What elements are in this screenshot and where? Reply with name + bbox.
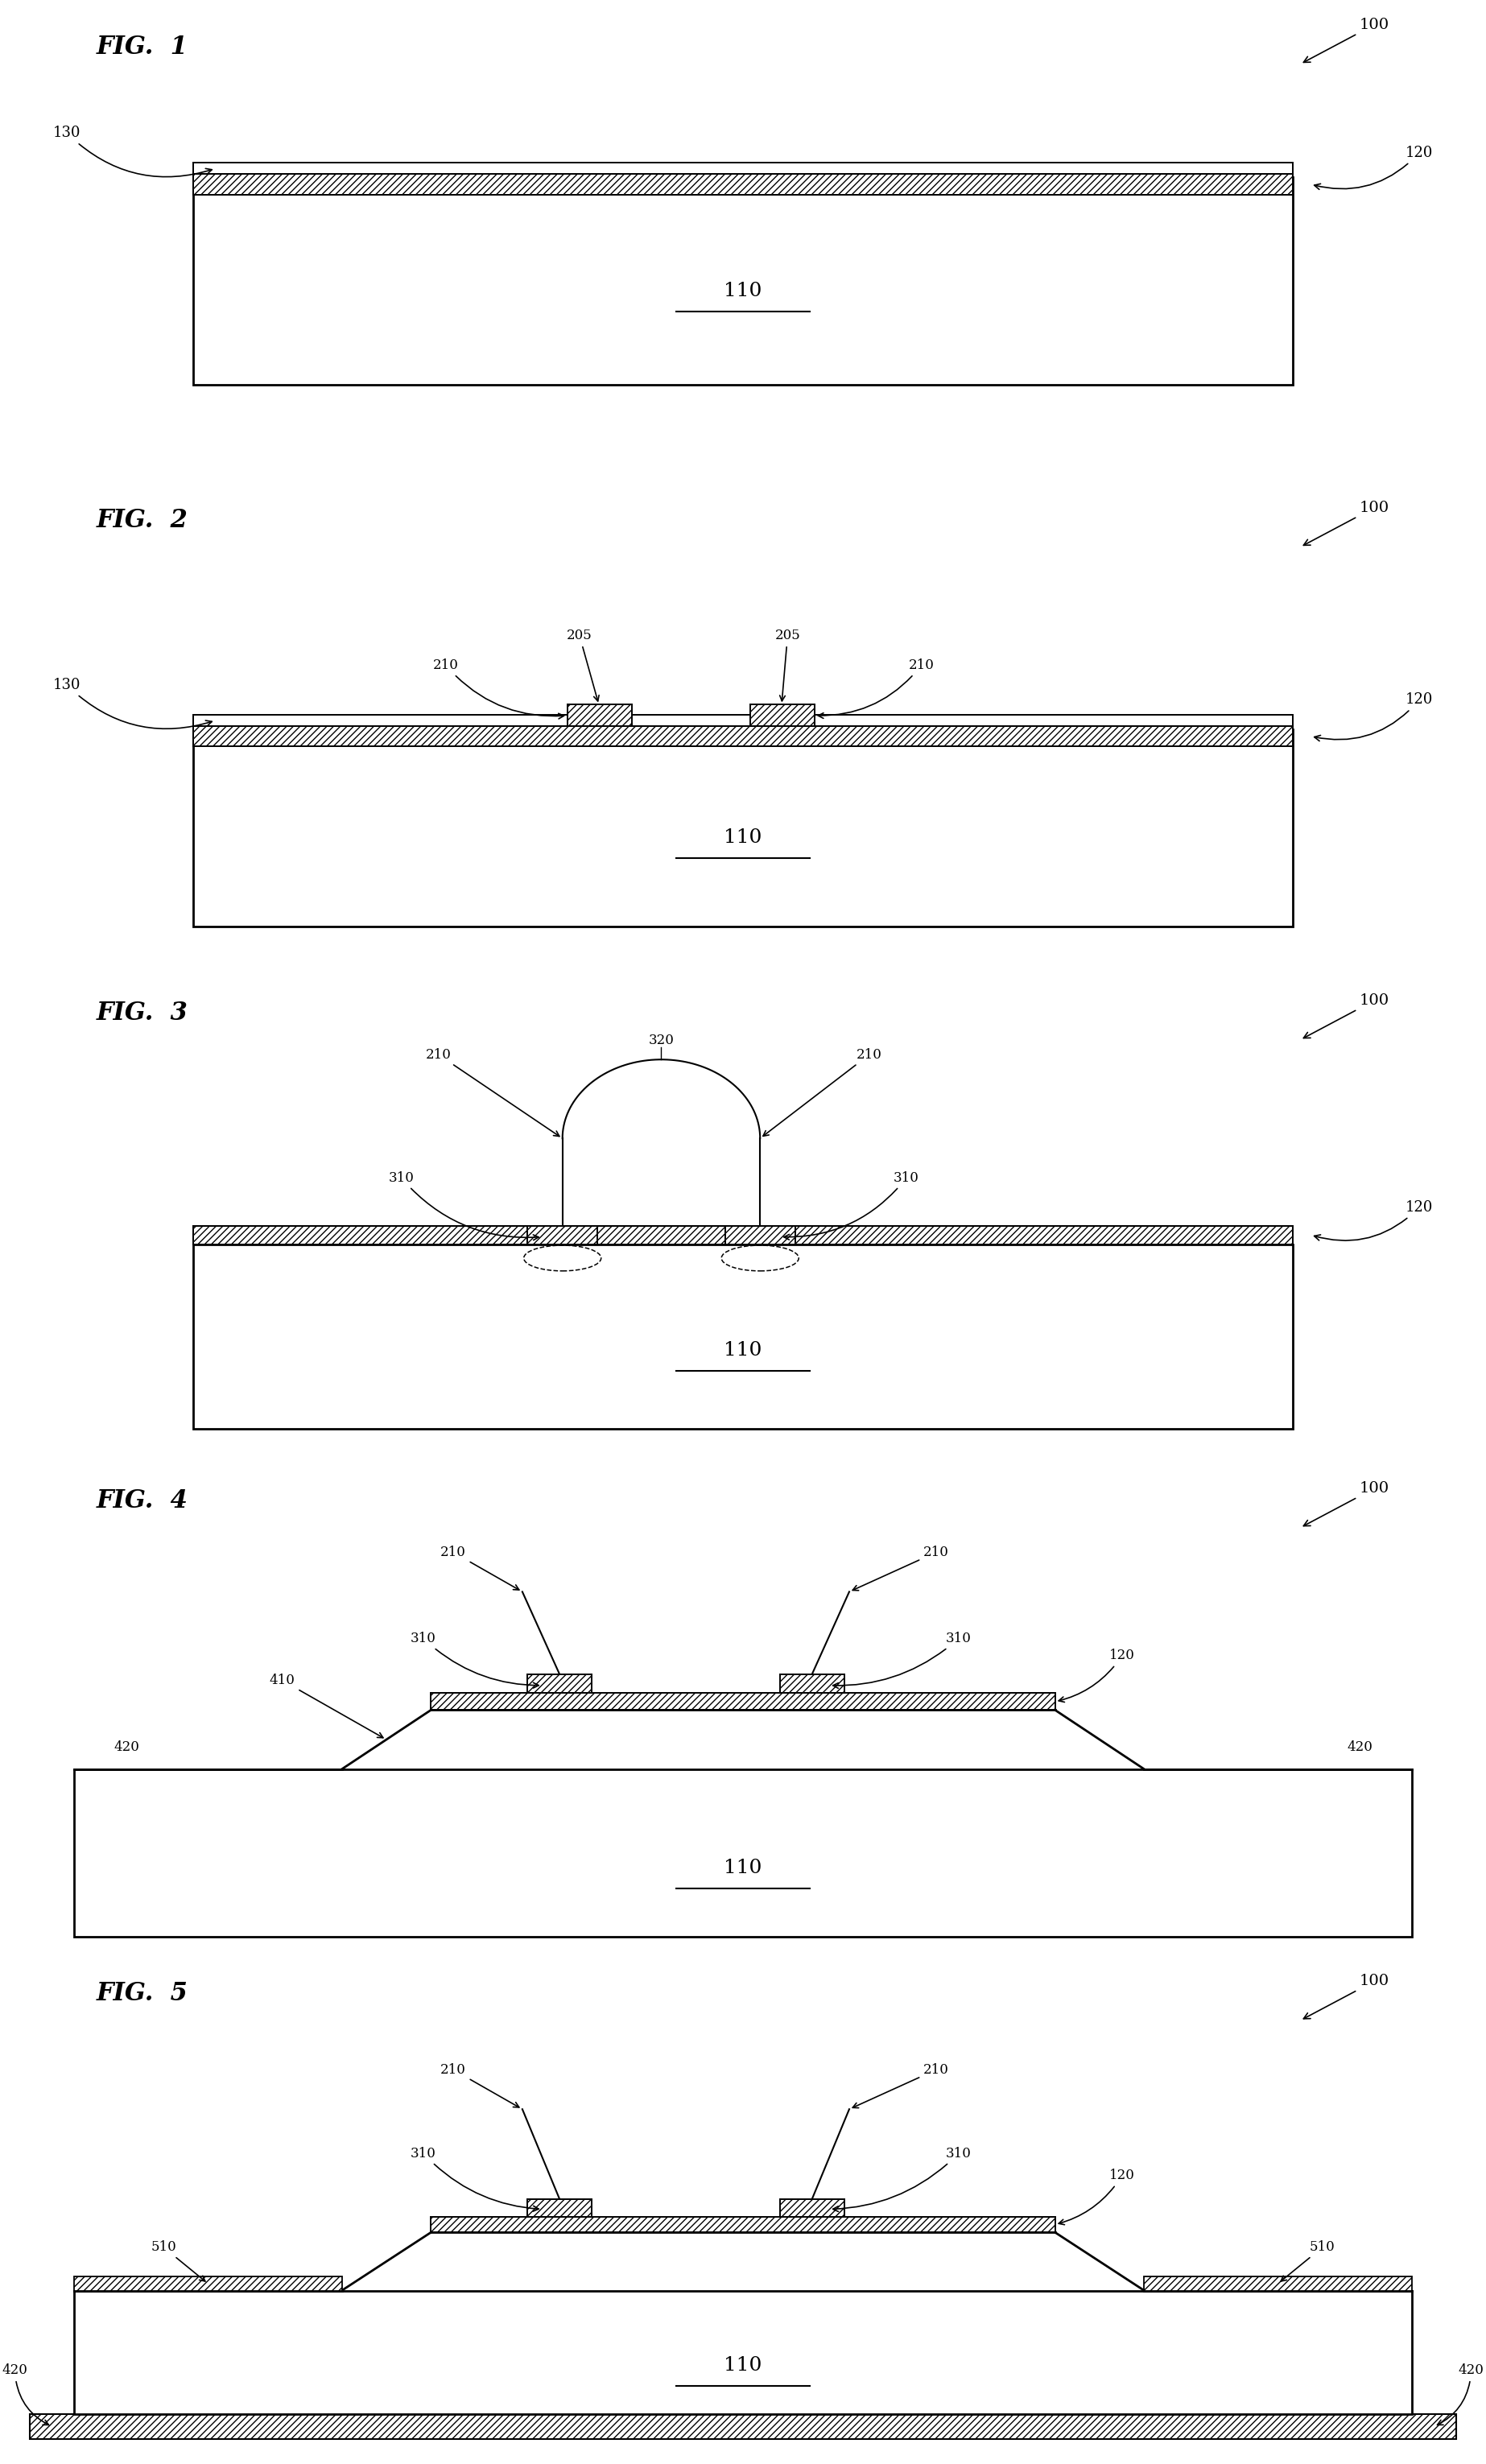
Text: 205: 205 — [774, 628, 801, 700]
Bar — [193, 175, 1293, 195]
Bar — [528, 1673, 591, 1693]
Text: 100: 100 — [1303, 1481, 1389, 1525]
Bar — [750, 705, 814, 727]
Bar — [74, 2292, 1412, 2415]
Bar — [30, 2415, 1456, 2439]
Text: 100: 100 — [1303, 500, 1389, 545]
Text: 420: 420 — [1346, 1740, 1373, 1754]
Text: 110: 110 — [724, 1858, 762, 1878]
Bar — [431, 2218, 1055, 2232]
Text: 310: 310 — [834, 1631, 972, 1688]
Bar — [193, 1244, 1293, 1429]
Text: 210: 210 — [440, 2062, 519, 2107]
Text: 510: 510 — [1281, 2240, 1336, 2282]
Text: 310: 310 — [785, 1170, 920, 1239]
Text: 310: 310 — [410, 1631, 538, 1688]
Bar — [780, 1673, 844, 1693]
Text: 120: 120 — [1058, 1648, 1135, 1703]
Text: 310: 310 — [388, 1170, 538, 1239]
Text: 310: 310 — [410, 2146, 538, 2210]
Text: 210: 210 — [432, 658, 563, 719]
Text: FIG.  2: FIG. 2 — [97, 508, 189, 532]
Text: 120: 120 — [1314, 1200, 1433, 1239]
Bar — [193, 727, 1293, 747]
Text: 100: 100 — [1303, 17, 1389, 62]
Text: FIG.  4: FIG. 4 — [97, 1488, 189, 1513]
Text: 110: 110 — [724, 2356, 762, 2375]
Bar — [193, 715, 1293, 727]
Text: FIG.  5: FIG. 5 — [97, 1981, 189, 2006]
Text: 100: 100 — [1303, 1974, 1389, 2018]
Bar — [193, 163, 1293, 175]
Text: 110: 110 — [724, 1340, 762, 1360]
Text: 420: 420 — [1437, 2363, 1485, 2425]
Bar — [795, 1225, 1293, 1244]
Text: 420: 420 — [1, 2363, 49, 2425]
Text: 120: 120 — [1314, 692, 1433, 742]
Text: 310: 310 — [834, 2146, 972, 2213]
Bar — [780, 2198, 844, 2218]
Text: 510: 510 — [150, 2240, 205, 2282]
Bar — [528, 1225, 597, 1244]
Text: 100: 100 — [1303, 993, 1389, 1037]
Bar — [528, 2198, 591, 2218]
Text: FIG.  1: FIG. 1 — [97, 34, 189, 59]
Text: 410: 410 — [269, 1673, 383, 1737]
Text: 120: 120 — [1314, 145, 1433, 190]
Bar — [725, 1225, 795, 1244]
Text: 130: 130 — [53, 126, 212, 177]
Bar — [431, 1693, 1055, 1710]
Text: 210: 210 — [425, 1047, 559, 1136]
Text: 210: 210 — [440, 1545, 519, 1589]
Text: 210: 210 — [853, 2062, 950, 2107]
Text: 110: 110 — [724, 281, 762, 301]
Bar — [1144, 2277, 1412, 2292]
Text: 420: 420 — [113, 1740, 140, 1754]
Text: 210: 210 — [853, 1545, 950, 1589]
Text: 210: 210 — [762, 1047, 883, 1136]
Bar — [597, 1225, 725, 1244]
Text: 130: 130 — [53, 678, 212, 729]
Text: 320: 320 — [648, 1032, 675, 1047]
Text: 205: 205 — [566, 628, 599, 702]
Bar — [193, 1225, 528, 1244]
Text: 210: 210 — [819, 658, 935, 719]
Bar — [568, 705, 632, 727]
Text: 110: 110 — [724, 828, 762, 848]
Text: 120: 120 — [1058, 2168, 1135, 2225]
Text: FIG.  3: FIG. 3 — [97, 1000, 189, 1025]
Bar — [74, 1769, 1412, 1937]
Bar — [74, 2277, 342, 2292]
Bar — [193, 177, 1293, 384]
Bar — [193, 729, 1293, 926]
